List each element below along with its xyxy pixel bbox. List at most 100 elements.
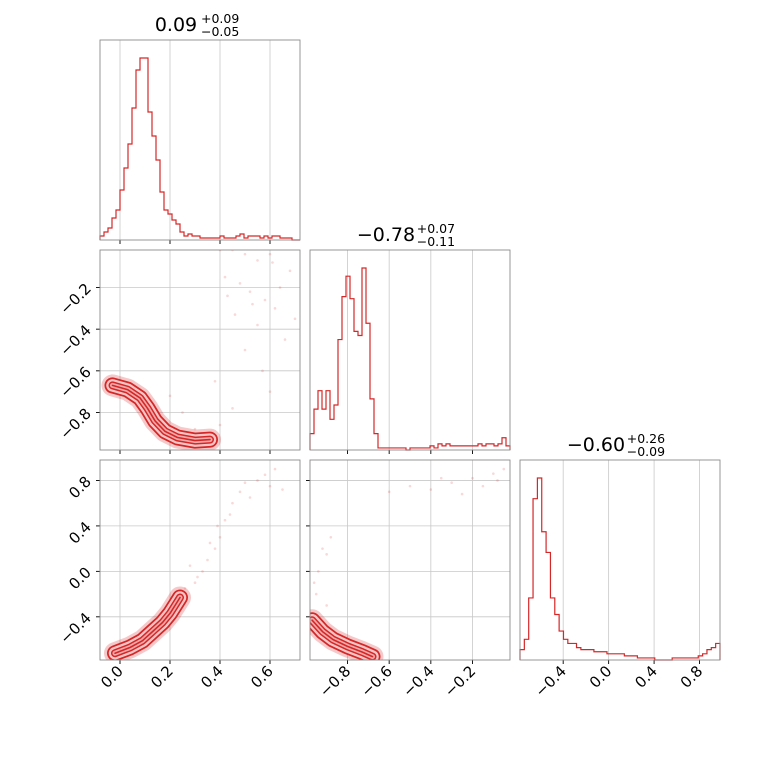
scatter-point-0-24 [251, 302, 254, 306]
density-panel-2-content [310, 467, 506, 660]
scatter-point-1-3 [213, 547, 217, 550]
scatter-point-2-15 [325, 604, 328, 607]
tick-label-x-2-0: −0.4 [532, 662, 570, 700]
tick-label-x-0-2: 0.4 [197, 662, 227, 692]
scatter-point-0-25 [271, 261, 274, 264]
density-panel-1-border [99, 459, 301, 661]
scatter-point-2-16 [439, 476, 443, 480]
tick-label-y-2-2: 0.4 [65, 518, 95, 548]
histogram-line-0 [99, 57, 300, 241]
scatter-point-2-8 [471, 476, 474, 480]
tick-label-y-2-0: −0.4 [56, 609, 94, 647]
density-panel-1: 0.0 0.2 0.4 0.6−0.40.00.40.8 [56, 459, 301, 692]
scatter-point-1-13 [208, 541, 212, 545]
histogram-panel-1-background [310, 250, 510, 450]
scatter-point-1-8 [243, 481, 247, 485]
panel-title-value-2: −0.60 [567, 434, 625, 456]
histogram-panel-0-background [100, 40, 300, 240]
density-panel-0-border [99, 249, 301, 451]
tick-label-x-1-2: −0.4 [399, 662, 437, 700]
density-panel-0-background [100, 250, 300, 450]
scatter-point-0-3 [268, 252, 272, 256]
histogram-panel-2-border [519, 459, 721, 661]
histogram-panel-2-background [520, 460, 720, 660]
scatter-point-1-10 [268, 484, 272, 488]
scatter-point-2-10 [502, 467, 506, 471]
scatter-point-0-27 [293, 317, 297, 321]
scatter-point-1-15 [228, 513, 232, 516]
density-panel-0: −0.8 −0.6 −0.4−0.2 [56, 249, 301, 454]
panel-title-plus-0: +0.09 [201, 11, 239, 26]
scatter-point-0-17 [231, 407, 234, 410]
panel-title-0: 0.09 [155, 14, 197, 36]
scatter-point-1-20 [273, 467, 277, 471]
scatter-point-0-20 [193, 427, 197, 431]
scatter-point-2-4 [312, 581, 316, 585]
scatter-point-0-16 [268, 390, 272, 393]
scatter-point-1-18 [196, 575, 199, 579]
tick-label-x-1-1: −0.6 [358, 662, 396, 700]
scatter-point-0-21 [181, 411, 184, 414]
tick-label-x-0-1: 0.2 [147, 662, 177, 692]
scatter-point-0-10 [256, 323, 259, 327]
panel-title-plus-2: +0.26 [627, 431, 665, 446]
scatter-point-1-19 [216, 524, 219, 528]
scatter-point-0-9 [233, 313, 237, 316]
contour-core-0 [111, 384, 211, 442]
scatter-point-2-11 [408, 484, 412, 488]
tick-label-x-1-0: −0.8 [316, 662, 354, 700]
scatter-point-1-7 [238, 490, 242, 494]
density-panel-1-background [100, 460, 300, 660]
density-panel-1-content [104, 467, 284, 660]
density-panel-2-border [309, 459, 511, 661]
tick-label-x-2-1: 0.0 [586, 662, 616, 692]
scatter-point-2-5 [321, 547, 324, 550]
tick-label-y-2-1: 0.0 [65, 563, 95, 593]
scatter-point-1-1 [201, 570, 204, 573]
scatter-point-0-22 [168, 394, 172, 398]
scatter-point-0-28 [213, 379, 217, 383]
density-panel-2: −0.8 −0.6 −0.4 −0.2 [306, 459, 511, 701]
scatter-point-2-13 [481, 484, 485, 488]
scatter-point-2-14 [387, 490, 391, 494]
scatter-point-1-4 [218, 535, 222, 539]
histogram-panel-2: −0.4 0.0 0.4 0.8 −0.60 +0.26−0.09 [519, 431, 721, 701]
scatter-point-2-3 [329, 535, 333, 539]
panel-title-value-1: −0.78 [357, 224, 415, 246]
scatter-point-0-18 [218, 423, 222, 427]
scatter-point-0-2 [256, 259, 259, 262]
histogram-panel-1: −0.78 +0.07−0.11 [309, 221, 511, 454]
scatter-point-2-6 [429, 488, 433, 491]
scatter-point-2-7 [450, 481, 453, 485]
scatter-point-0-14 [243, 348, 247, 352]
tick-label-y-1-3: −0.2 [56, 280, 94, 318]
scatter-point-0-7 [263, 298, 267, 302]
contour-core-2 [311, 619, 374, 658]
panel-title-minus-0: −0.05 [201, 24, 239, 39]
scatter-point-1-0 [193, 581, 197, 585]
panel-title-minus-1: −0.11 [417, 234, 455, 249]
scatter-point-2-9 [492, 472, 495, 475]
density-panel-2-background [310, 460, 510, 660]
tick-label-y-1-0: −0.8 [56, 405, 94, 443]
scatter-point-0-4 [223, 275, 227, 279]
scatter-point-1-11 [281, 488, 284, 491]
panel-title-value-0: 0.09 [155, 14, 197, 36]
tick-label-y-1-1: −0.6 [56, 363, 94, 401]
scatter-point-2-2 [325, 553, 328, 556]
scatter-point-2-0 [314, 592, 318, 596]
contour-core-1 [114, 596, 181, 654]
histogram-panel-0-border [99, 39, 301, 241]
scatter-point-2-1 [317, 570, 320, 573]
histogram-panel-1-border [309, 249, 511, 451]
density-panel-0-content [101, 250, 297, 450]
scatter-point-0-11 [278, 286, 282, 289]
scatter-point-1-9 [256, 479, 259, 482]
scatter-point-0-6 [248, 290, 252, 293]
tick-label-x-2-2: 0.4 [631, 662, 661, 692]
scatter-point-1-5 [223, 518, 227, 522]
scatter-point-2-17 [496, 479, 499, 482]
panel-title-2: −0.60 [567, 434, 625, 456]
scatter-point-0-26 [226, 294, 229, 298]
